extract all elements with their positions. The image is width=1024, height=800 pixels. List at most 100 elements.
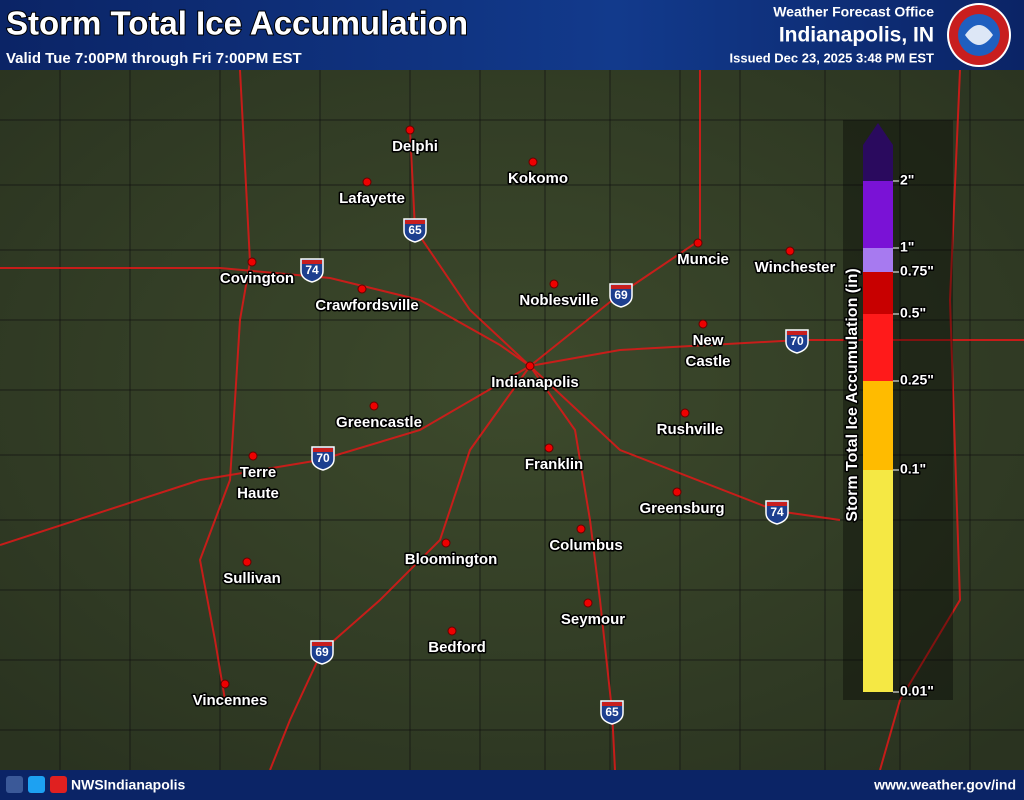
- city-label: Rushville: [657, 421, 724, 438]
- shield-top: [602, 702, 622, 706]
- city-dot: [680, 408, 690, 418]
- shield: [403, 218, 427, 243]
- city-label: New: [693, 332, 724, 349]
- facebook-icon[interactable]: [6, 776, 23, 793]
- city-dot: [576, 524, 586, 534]
- city-label: Indianapolis: [491, 374, 579, 391]
- shield-label: 65: [408, 223, 422, 237]
- shield: [609, 283, 633, 308]
- city-dot: [447, 626, 457, 636]
- city-dot: [405, 125, 415, 135]
- city-dot: [583, 598, 593, 608]
- city-dot: [544, 443, 554, 453]
- issued: Issued Dec 23, 2025 3:48 PM EST: [730, 50, 935, 65]
- legend-title: Storm Total Ice Accumulation (in): [844, 268, 861, 521]
- legend-tick-label: 1": [900, 239, 914, 255]
- city-dot: [528, 157, 538, 167]
- youtube-icon[interactable]: [50, 776, 67, 793]
- shield-label: 70: [790, 334, 804, 348]
- city-dot: [549, 279, 559, 289]
- legend-swatch: [863, 314, 893, 381]
- title: Storm Total Ice Accumulation: [6, 5, 468, 42]
- city-label: Crawfordsville: [315, 297, 418, 314]
- city-dot: [357, 284, 367, 294]
- legend-swatch: [863, 470, 893, 692]
- legend-backdrop: [843, 120, 953, 700]
- shield-top: [405, 220, 425, 224]
- legend-tick-label: 0.5": [900, 305, 926, 321]
- footer-bar: [0, 770, 1024, 800]
- city-dot: [672, 487, 682, 497]
- city-label: Vincennes: [193, 692, 268, 709]
- shield-label: 69: [315, 645, 329, 659]
- city-label: Sullivan: [223, 570, 281, 587]
- city-dot: [698, 319, 708, 329]
- city-label: Seymour: [561, 611, 625, 628]
- legend-tick-label: 0.75": [900, 263, 934, 279]
- office: Indianapolis, IN: [779, 24, 934, 47]
- social-handle[interactable]: NWSIndianapolis: [71, 777, 186, 793]
- shield-top: [302, 260, 322, 264]
- city-dot: [362, 177, 372, 187]
- shield-top: [312, 642, 332, 646]
- city-label: Greensburg: [639, 500, 724, 517]
- city-label: Delphi: [392, 138, 438, 155]
- city-dot: [248, 451, 258, 461]
- office-line: Weather Forecast Office: [773, 4, 934, 20]
- subtitle: Valid Tue 7:00PM through Fri 7:00PM EST: [6, 50, 302, 67]
- city-label: Haute: [237, 485, 279, 502]
- legend: Storm Total Ice Accumulation (in) 0.01" 0…: [843, 120, 953, 700]
- highway-shields: 65 74 69 70 70 74 69 65: [300, 218, 809, 725]
- city-label: Greencastle: [336, 414, 422, 431]
- nws-logo-mark: [965, 25, 993, 45]
- city-label: Lafayette: [339, 190, 405, 207]
- legend-tick-label: 0.25": [900, 372, 934, 388]
- city-label: Covington: [220, 270, 294, 287]
- city-dot: [247, 257, 257, 267]
- city-label: Terre: [240, 464, 276, 481]
- city-dot: [369, 401, 379, 411]
- city-dot: [785, 246, 795, 256]
- city-label: Castle: [685, 353, 730, 370]
- shield-label: 74: [770, 505, 784, 519]
- city-label: Noblesville: [519, 292, 598, 309]
- basemap: [0, 70, 1024, 770]
- shield: [600, 700, 624, 725]
- city-label: Columbus: [549, 537, 622, 554]
- city-label: Winchester: [755, 259, 836, 276]
- city-label: Franklin: [525, 456, 583, 473]
- city-label: Bloomington: [405, 551, 497, 568]
- shield-top: [767, 502, 787, 506]
- twitter-icon[interactable]: [28, 776, 45, 793]
- legend-tick-label: 0.01": [900, 683, 934, 699]
- shield-top: [611, 285, 631, 289]
- header-bar: [0, 0, 1024, 70]
- shield-label: 74: [305, 263, 319, 277]
- legend-tick-label: 0.1": [900, 461, 926, 477]
- legend-swatch: [863, 248, 893, 272]
- city-dot: [220, 679, 230, 689]
- shield: [300, 258, 324, 283]
- legend-arrow: [863, 123, 893, 145]
- shield: [310, 640, 334, 665]
- shield: [311, 446, 335, 471]
- city-dot: [441, 538, 451, 548]
- city-dot: [242, 557, 252, 567]
- city-dot: [525, 361, 535, 371]
- shield-top: [313, 448, 333, 452]
- city-label: Kokomo: [508, 170, 568, 187]
- legend-swatch: [863, 381, 893, 470]
- header: Storm Total Ice Accumulation Valid Tue 7…: [0, 0, 1024, 70]
- shield-label: 69: [614, 288, 628, 302]
- cities: Delphi Lafayette Kokomo Covington Crawfordsv…: [191, 125, 837, 710]
- footer-url[interactable]: www.weather.gov/ind: [873, 777, 1016, 793]
- city-label: Muncie: [677, 251, 729, 268]
- legend-tick-label: 2": [900, 172, 914, 188]
- shield: [785, 329, 809, 354]
- shield-label: 65: [605, 705, 619, 719]
- shield: [765, 500, 789, 525]
- city-label: Bedford: [428, 639, 486, 656]
- legend-swatch: [863, 272, 893, 314]
- legend-swatch: [863, 181, 893, 248]
